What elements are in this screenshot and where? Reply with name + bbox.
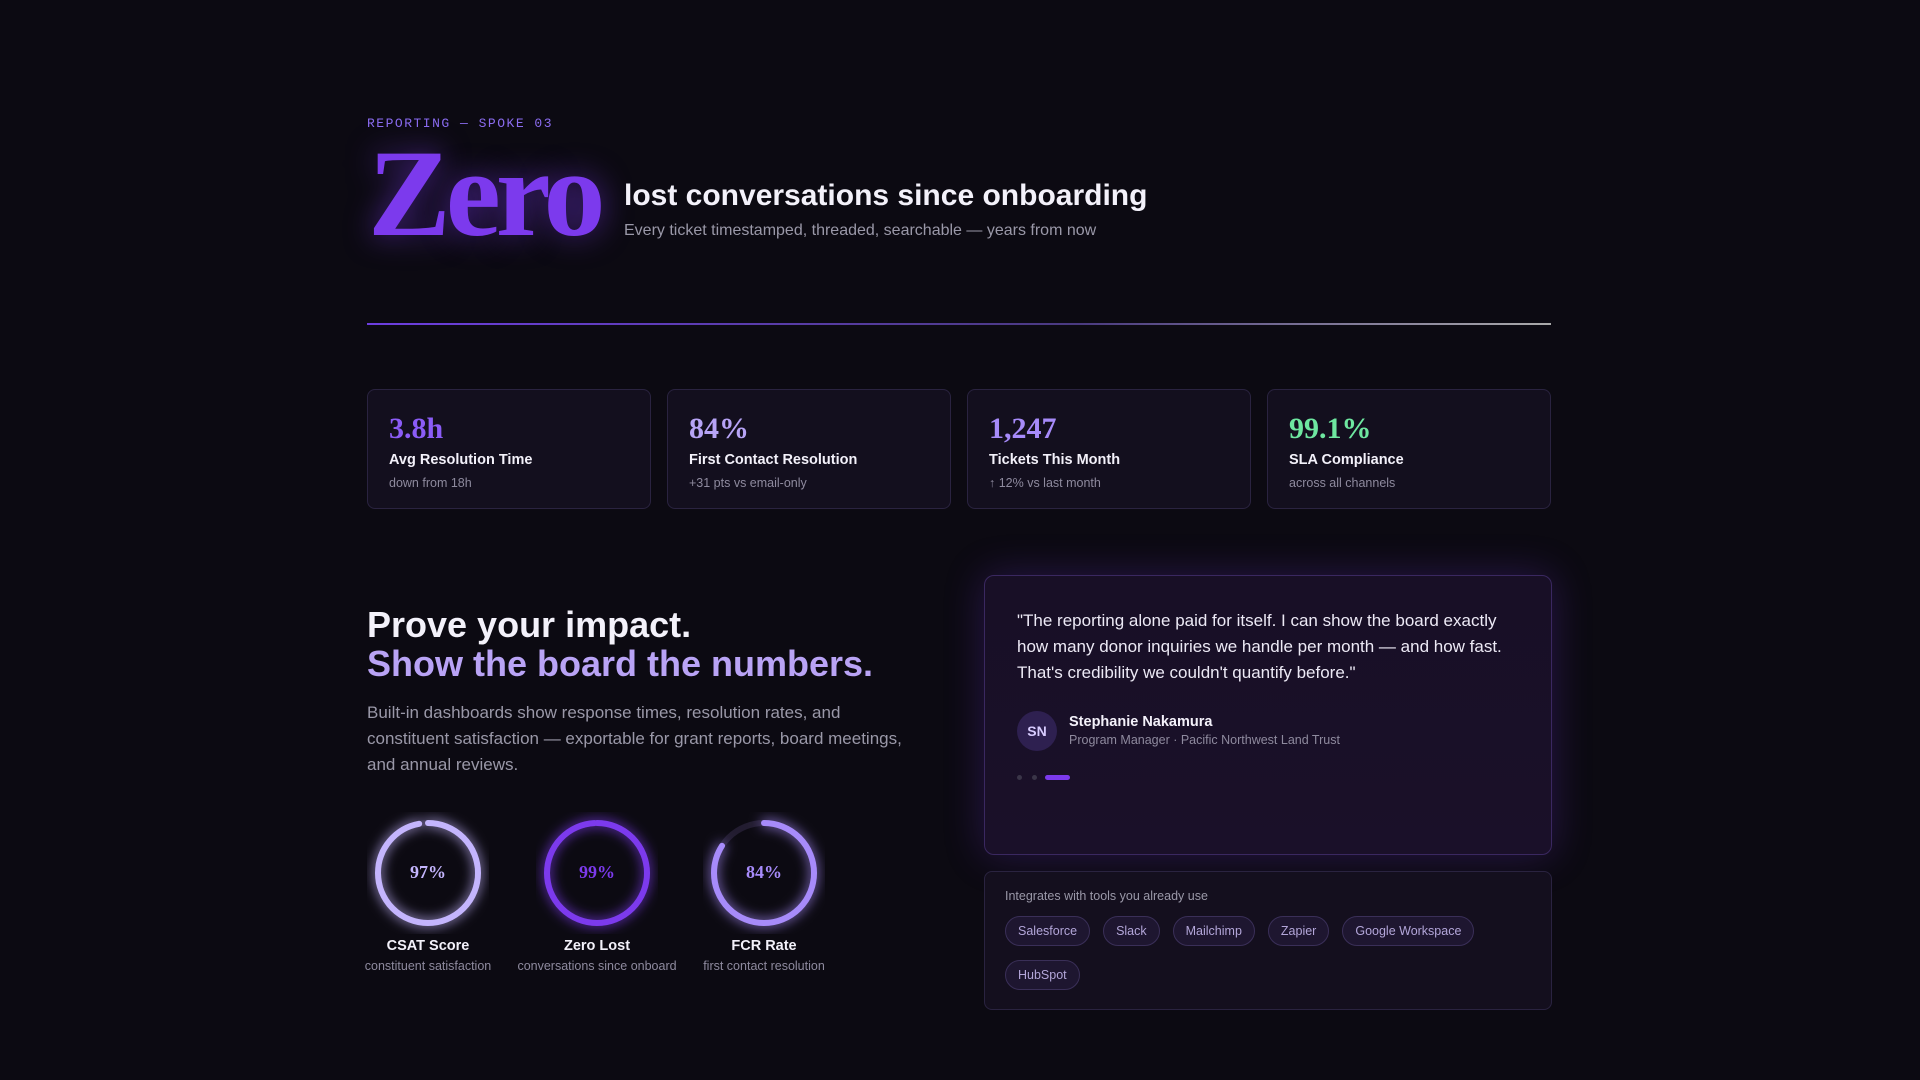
integrations-card: Integrates with tools you already use Sa… bbox=[984, 871, 1552, 1010]
stat-value: 99.1% bbox=[1289, 412, 1372, 445]
stat-value: 1,247 bbox=[989, 412, 1057, 445]
avatar: SN bbox=[1017, 711, 1057, 751]
integration-chip[interactable]: Zapier bbox=[1267, 916, 1330, 946]
gauge-name: FCR Rate bbox=[731, 938, 797, 954]
divider bbox=[367, 323, 1551, 325]
gauge-name: Zero Lost bbox=[563, 938, 631, 954]
stat-note: ↑ 12% vs last month bbox=[989, 476, 1101, 490]
stat-card: 3.8h Avg Resolution Time down from 18h bbox=[367, 389, 651, 509]
stat-note: across all channels bbox=[1289, 476, 1396, 490]
integrations-label: Integrates with tools you already use bbox=[1005, 889, 1208, 903]
gauge-caption: conversations since onboard bbox=[517, 959, 677, 973]
quote: "The reporting alone paid for itself. I … bbox=[1017, 611, 1502, 682]
gauge-ring: 97% bbox=[375, 820, 481, 926]
carousel-dot[interactable] bbox=[1032, 775, 1037, 780]
gauge-arc bbox=[711, 820, 817, 926]
subtitle: Every ticket timestamped, threaded, sear… bbox=[624, 222, 1097, 239]
gauge-caption: constituent satisfaction bbox=[364, 959, 492, 973]
stat-note: down from 18h bbox=[389, 476, 472, 490]
author-role: Program Manager · Pacific Northwest Land… bbox=[1069, 733, 1340, 747]
stat-label: First Contact Resolution bbox=[689, 452, 858, 468]
gauge-label: 99% bbox=[579, 862, 615, 882]
integration-chip[interactable]: Mailchimp bbox=[1172, 916, 1255, 946]
gauge: 97% CSAT Score constituent satisfaction bbox=[328, 812, 528, 973]
stat-card: 1,247 Tickets This Month ↑ 12% vs last mon… bbox=[967, 389, 1251, 509]
gauge-arc bbox=[375, 820, 481, 926]
impact-body: Built-in dashboards show response times,… bbox=[367, 703, 902, 774]
gauge: 99% Zero Lost conversations since onboard bbox=[497, 812, 697, 973]
gauge-ring: 99% bbox=[544, 820, 650, 926]
author-name: Stephanie Nakamura bbox=[1069, 714, 1213, 730]
gauge: 84% FCR Rate first contact resolution bbox=[664, 812, 864, 973]
stat-note: +31 pts vs email-only bbox=[689, 476, 807, 490]
testimonial-card: "The reporting alone paid for itself. I … bbox=[984, 575, 1552, 855]
impact-accent: Show the board the numbers. bbox=[367, 643, 874, 684]
gauge-label: 97% bbox=[410, 862, 446, 882]
integration-chip[interactable]: Google Workspace bbox=[1342, 916, 1475, 946]
eyebrow: REPORTING — SPOKE 03 bbox=[367, 116, 554, 131]
gauge-name: CSAT Score bbox=[386, 938, 470, 954]
impact-title: Prove your impact. bbox=[367, 604, 692, 645]
stat-card: 84% First Contact Resolution +31 pts vs em… bbox=[667, 389, 951, 509]
stat-card: 99.1% SLA Compliance across all channels bbox=[1267, 389, 1551, 509]
gauge-ring: 84% bbox=[711, 820, 817, 926]
stat-value: 3.8h bbox=[389, 412, 444, 445]
stat-label: Avg Resolution Time bbox=[389, 452, 533, 468]
headline: lost conversations since onboarding bbox=[624, 179, 1148, 212]
hero-word: Zero bbox=[368, 125, 606, 262]
integration-chip[interactable]: Salesforce bbox=[1005, 916, 1091, 946]
gauge-arc bbox=[544, 820, 650, 926]
carousel-dot[interactable] bbox=[1017, 775, 1022, 780]
stat-label: SLA Compliance bbox=[1289, 452, 1404, 468]
gauge-label: 84% bbox=[746, 862, 782, 882]
stat-value: 84% bbox=[689, 412, 749, 445]
integration-chip[interactable]: HubSpot bbox=[1005, 960, 1080, 990]
integration-chips: Salesforce Slack Mailchimp Zapier Google Wor… bbox=[1005, 916, 1535, 990]
integration-chip[interactable]: Slack bbox=[1103, 916, 1160, 946]
gauge-caption: first contact resolution bbox=[703, 959, 825, 973]
carousel-dot-active[interactable] bbox=[1045, 775, 1070, 780]
stat-label: Tickets This Month bbox=[989, 452, 1121, 468]
